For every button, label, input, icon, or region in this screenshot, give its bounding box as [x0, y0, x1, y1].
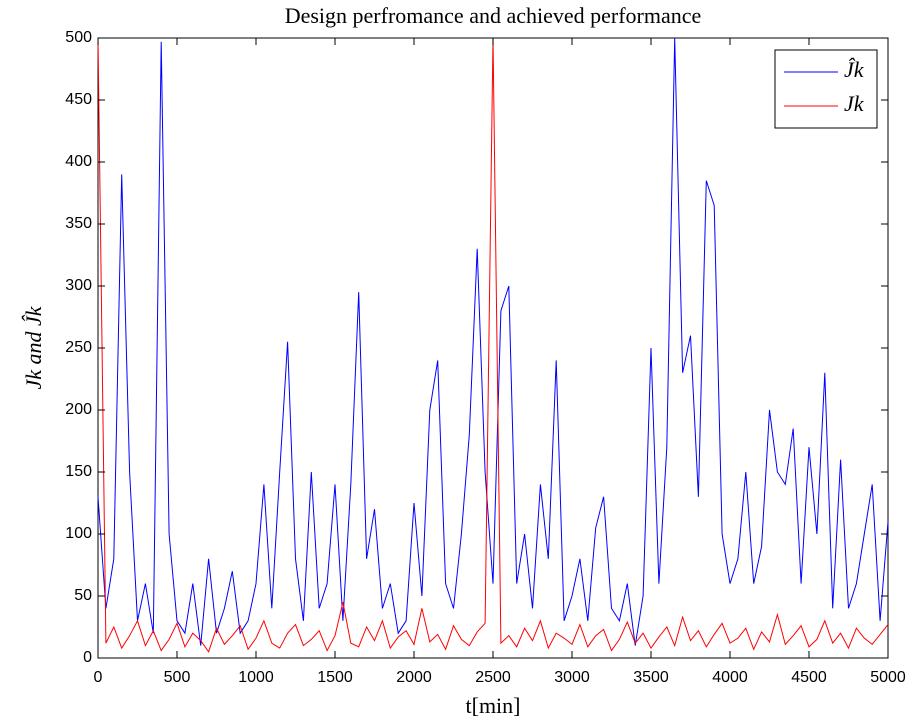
y-tick-label: 350: [65, 215, 92, 232]
series-line: [97, 37, 889, 646]
legend-label: Ĵk: [844, 57, 865, 82]
y-tick-label: 200: [65, 401, 92, 418]
legend: [774, 49, 878, 129]
x-tick-label: 2500: [475, 669, 511, 686]
legend-label: Jk: [844, 91, 865, 116]
plot-frame: [97, 37, 889, 659]
x-tick-label: 4000: [712, 669, 748, 686]
x-tick-label: 3500: [633, 669, 669, 686]
x-tick-label: 3000: [554, 669, 590, 686]
y-tick-label: 250: [65, 339, 92, 356]
x-tick-label: 1500: [317, 669, 353, 686]
y-tick-label: 100: [65, 525, 92, 542]
y-tick-label: 150: [65, 463, 92, 480]
x-axis-label: t[min]: [466, 693, 521, 718]
x-tick-label: 4500: [791, 669, 827, 686]
x-tick-label: 0: [94, 669, 103, 686]
y-tick-label: 50: [74, 587, 92, 604]
y-tick-label: 400: [65, 153, 92, 170]
x-tick-label: 5000: [870, 669, 906, 686]
y-tick-label: 0: [83, 649, 92, 666]
x-tick-label: 500: [164, 669, 191, 686]
chart-title: Design perfromance and achieved performa…: [285, 3, 702, 28]
y-axis-label: Jk and Ĵk: [21, 305, 46, 389]
x-tick-label: 2000: [396, 669, 432, 686]
y-tick-label: 300: [65, 277, 92, 294]
y-tick-label: 500: [65, 29, 92, 46]
x-tick-label: 1000: [238, 669, 274, 686]
y-tick-label: 450: [65, 91, 92, 108]
